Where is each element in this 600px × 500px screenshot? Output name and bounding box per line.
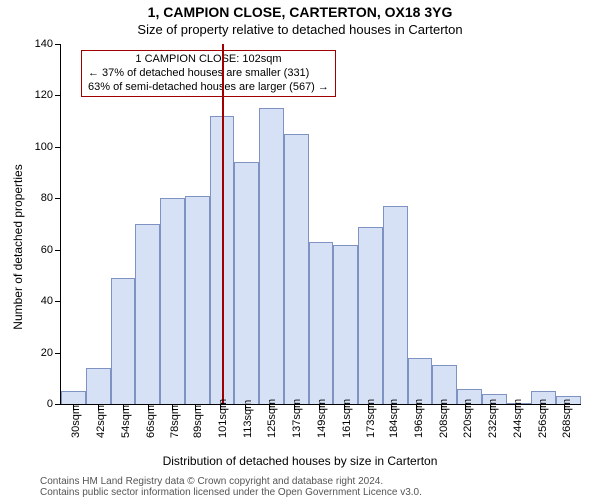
plot-area: 1 CAMPION CLOSE: 102sqm ← 37% of detache…	[60, 44, 581, 405]
x-tick-label: 101sqm	[217, 378, 229, 438]
x-tick-label: 66sqm	[145, 378, 157, 438]
y-tick	[55, 198, 61, 199]
annotation-line-3: 63% of semi-detached houses are larger (…	[88, 81, 329, 95]
x-tick-label: 161sqm	[341, 378, 353, 438]
x-tick-label: 113sqm	[242, 378, 254, 438]
footer-line-2: Contains public sector information licen…	[40, 487, 422, 498]
y-tick-label: 20	[19, 347, 53, 359]
x-tick-label: 149sqm	[316, 378, 328, 438]
y-tick	[55, 44, 61, 45]
histogram-bar	[259, 108, 284, 404]
histogram-bar	[160, 198, 185, 404]
x-tick-label: 268sqm	[561, 378, 573, 438]
x-tick-label: 42sqm	[95, 378, 107, 438]
x-tick-label: 208sqm	[438, 378, 450, 438]
x-tick-label: 196sqm	[413, 378, 425, 438]
histogram-bar	[383, 206, 408, 404]
x-tick-label: 173sqm	[365, 378, 377, 438]
x-tick-label: 89sqm	[192, 378, 204, 438]
y-tick	[55, 250, 61, 251]
annotation-box: 1 CAMPION CLOSE: 102sqm ← 37% of detache…	[81, 50, 336, 97]
property-marker-line	[222, 44, 224, 404]
x-tick-label: 244sqm	[512, 378, 524, 438]
y-tick-label: 60	[19, 244, 53, 256]
y-tick	[55, 95, 61, 96]
x-tick-label: 256sqm	[537, 378, 549, 438]
x-tick-label: 30sqm	[70, 378, 82, 438]
y-tick	[55, 147, 61, 148]
histogram-bar	[234, 162, 259, 404]
chart-subtitle: Size of property relative to detached ho…	[0, 22, 600, 37]
x-tick-label: 232sqm	[487, 378, 499, 438]
y-tick	[55, 353, 61, 354]
y-tick-label: 140	[19, 38, 53, 50]
y-tick-label: 40	[19, 295, 53, 307]
x-tick-label: 137sqm	[291, 378, 303, 438]
annotation-line-2: ← 37% of detached houses are smaller (33…	[88, 67, 329, 81]
y-tick-label: 0	[19, 398, 53, 410]
chart-title-address: 1, CAMPION CLOSE, CARTERTON, OX18 3YG	[0, 4, 600, 20]
y-tick	[55, 404, 61, 405]
footer-line-1: Contains HM Land Registry data © Crown c…	[40, 476, 383, 487]
y-tick-label: 80	[19, 192, 53, 204]
bars-container	[61, 44, 581, 404]
x-tick-label: 125sqm	[266, 378, 278, 438]
x-tick-label: 78sqm	[169, 378, 181, 438]
footer-attribution: Contains HM Land Registry data © Crown c…	[40, 476, 422, 498]
annotation-line-1: 1 CAMPION CLOSE: 102sqm	[88, 53, 329, 67]
histogram-bar	[135, 224, 160, 404]
histogram-bar	[185, 196, 210, 404]
property-size-histogram: 1, CAMPION CLOSE, CARTERTON, OX18 3YG Si…	[0, 0, 600, 500]
x-axis-label: Distribution of detached houses by size …	[0, 454, 600, 468]
y-tick-label: 100	[19, 141, 53, 153]
y-tick	[55, 301, 61, 302]
histogram-bar	[284, 134, 309, 404]
y-tick-label: 120	[19, 89, 53, 101]
x-tick-label: 54sqm	[120, 378, 132, 438]
x-tick-label: 184sqm	[388, 378, 400, 438]
x-tick-label: 220sqm	[462, 378, 474, 438]
